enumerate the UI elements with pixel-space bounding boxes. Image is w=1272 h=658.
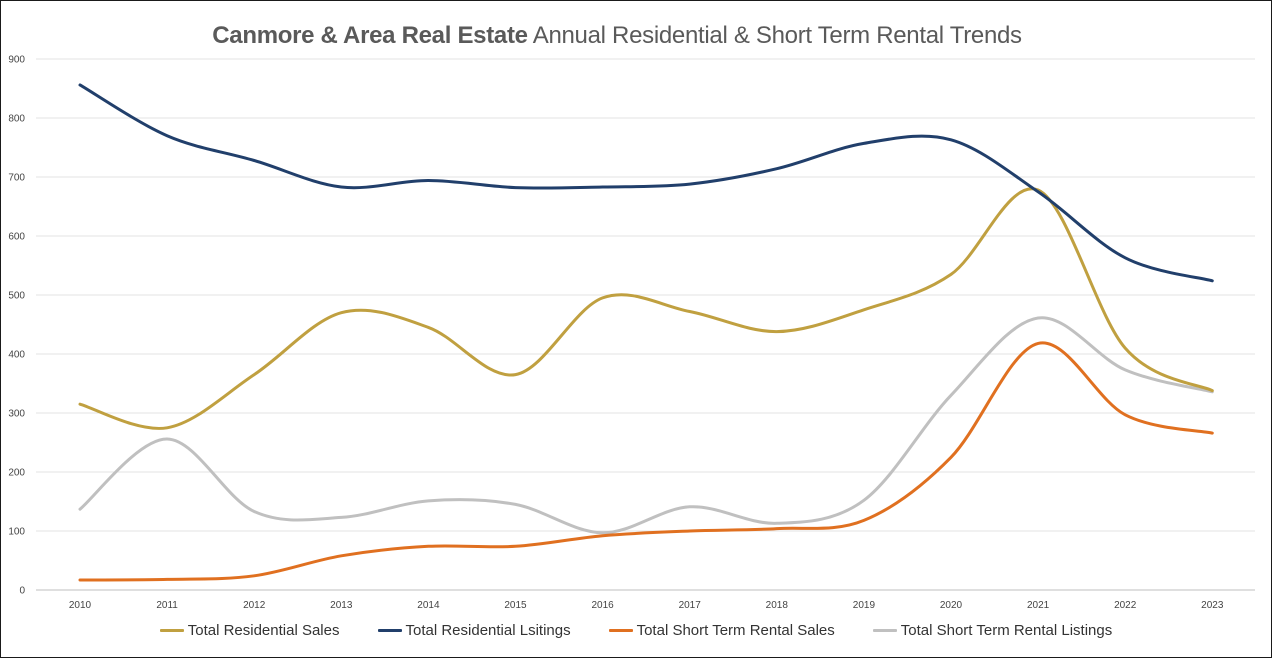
x-tick-label: 2017	[679, 600, 702, 611]
y-tick-label: 900	[8, 55, 25, 66]
x-tick-label: 2012	[243, 600, 266, 611]
legend-swatch	[608, 629, 633, 632]
series-line-total-residential-lsitings	[78, 83, 1214, 283]
x-tick-label: 2021	[1027, 600, 1050, 611]
y-tick-label: 700	[8, 173, 25, 184]
legend-swatch	[159, 629, 184, 632]
x-tick-label: 2019	[853, 600, 876, 611]
legend-item-total-residential-lsitings: Total Residential Lsitings	[377, 622, 571, 639]
y-tick-label: 100	[8, 527, 25, 538]
x-tick-label: 2014	[417, 600, 440, 611]
legend-item-total-short-term-rental-sales: Total Short Term Rental Sales	[608, 622, 835, 639]
y-tick-label: 500	[8, 291, 25, 302]
x-tick-label: 2023	[1201, 600, 1224, 611]
legend-swatch	[377, 629, 402, 632]
x-tick-label: 2015	[504, 600, 527, 611]
series-line-total-short-term-rental-sales	[78, 341, 1214, 582]
x-tick-label: 2022	[1114, 600, 1137, 611]
x-tick-label: 2010	[69, 600, 92, 611]
x-tick-label: 2018	[766, 600, 789, 611]
series-line-total-residential-sales	[78, 187, 1214, 430]
legend-swatch	[872, 629, 897, 632]
chart-title-bold: Canmore & Area Real Estate	[212, 22, 528, 49]
x-tick-label: 2011	[156, 600, 178, 611]
legend-label: Total Residential Sales	[187, 622, 340, 639]
x-tick-label: 2013	[330, 600, 353, 611]
y-tick-label: 600	[8, 232, 25, 243]
chart-title: Canmore & Area Real Estate Annual Reside…	[0, 22, 1234, 50]
legend-item-total-short-term-rental-listings: Total Short Term Rental Listings	[872, 622, 1113, 639]
y-tick-label: 0	[19, 586, 25, 597]
chart-legend: Total Residential Sales Total Residential…	[0, 622, 1272, 639]
y-tick-label: 400	[8, 350, 25, 361]
y-tick-label: 200	[8, 468, 25, 479]
chart-title-rest: Annual Residential & Short Term Rental T…	[532, 22, 1022, 49]
x-tick-label: 2016	[591, 600, 614, 611]
y-tick-label: 800	[8, 114, 25, 125]
series-line-total-short-term-rental-listings	[78, 316, 1214, 535]
x-tick-label: 2020	[940, 600, 963, 611]
legend-label: Total Short Term Rental Sales	[636, 622, 835, 639]
legend-label: Total Residential Lsitings	[405, 622, 571, 639]
y-tick-label: 300	[8, 409, 25, 420]
legend-item-total-residential-sales: Total Residential Sales	[159, 622, 340, 639]
legend-label: Total Short Term Rental Listings	[900, 622, 1113, 639]
